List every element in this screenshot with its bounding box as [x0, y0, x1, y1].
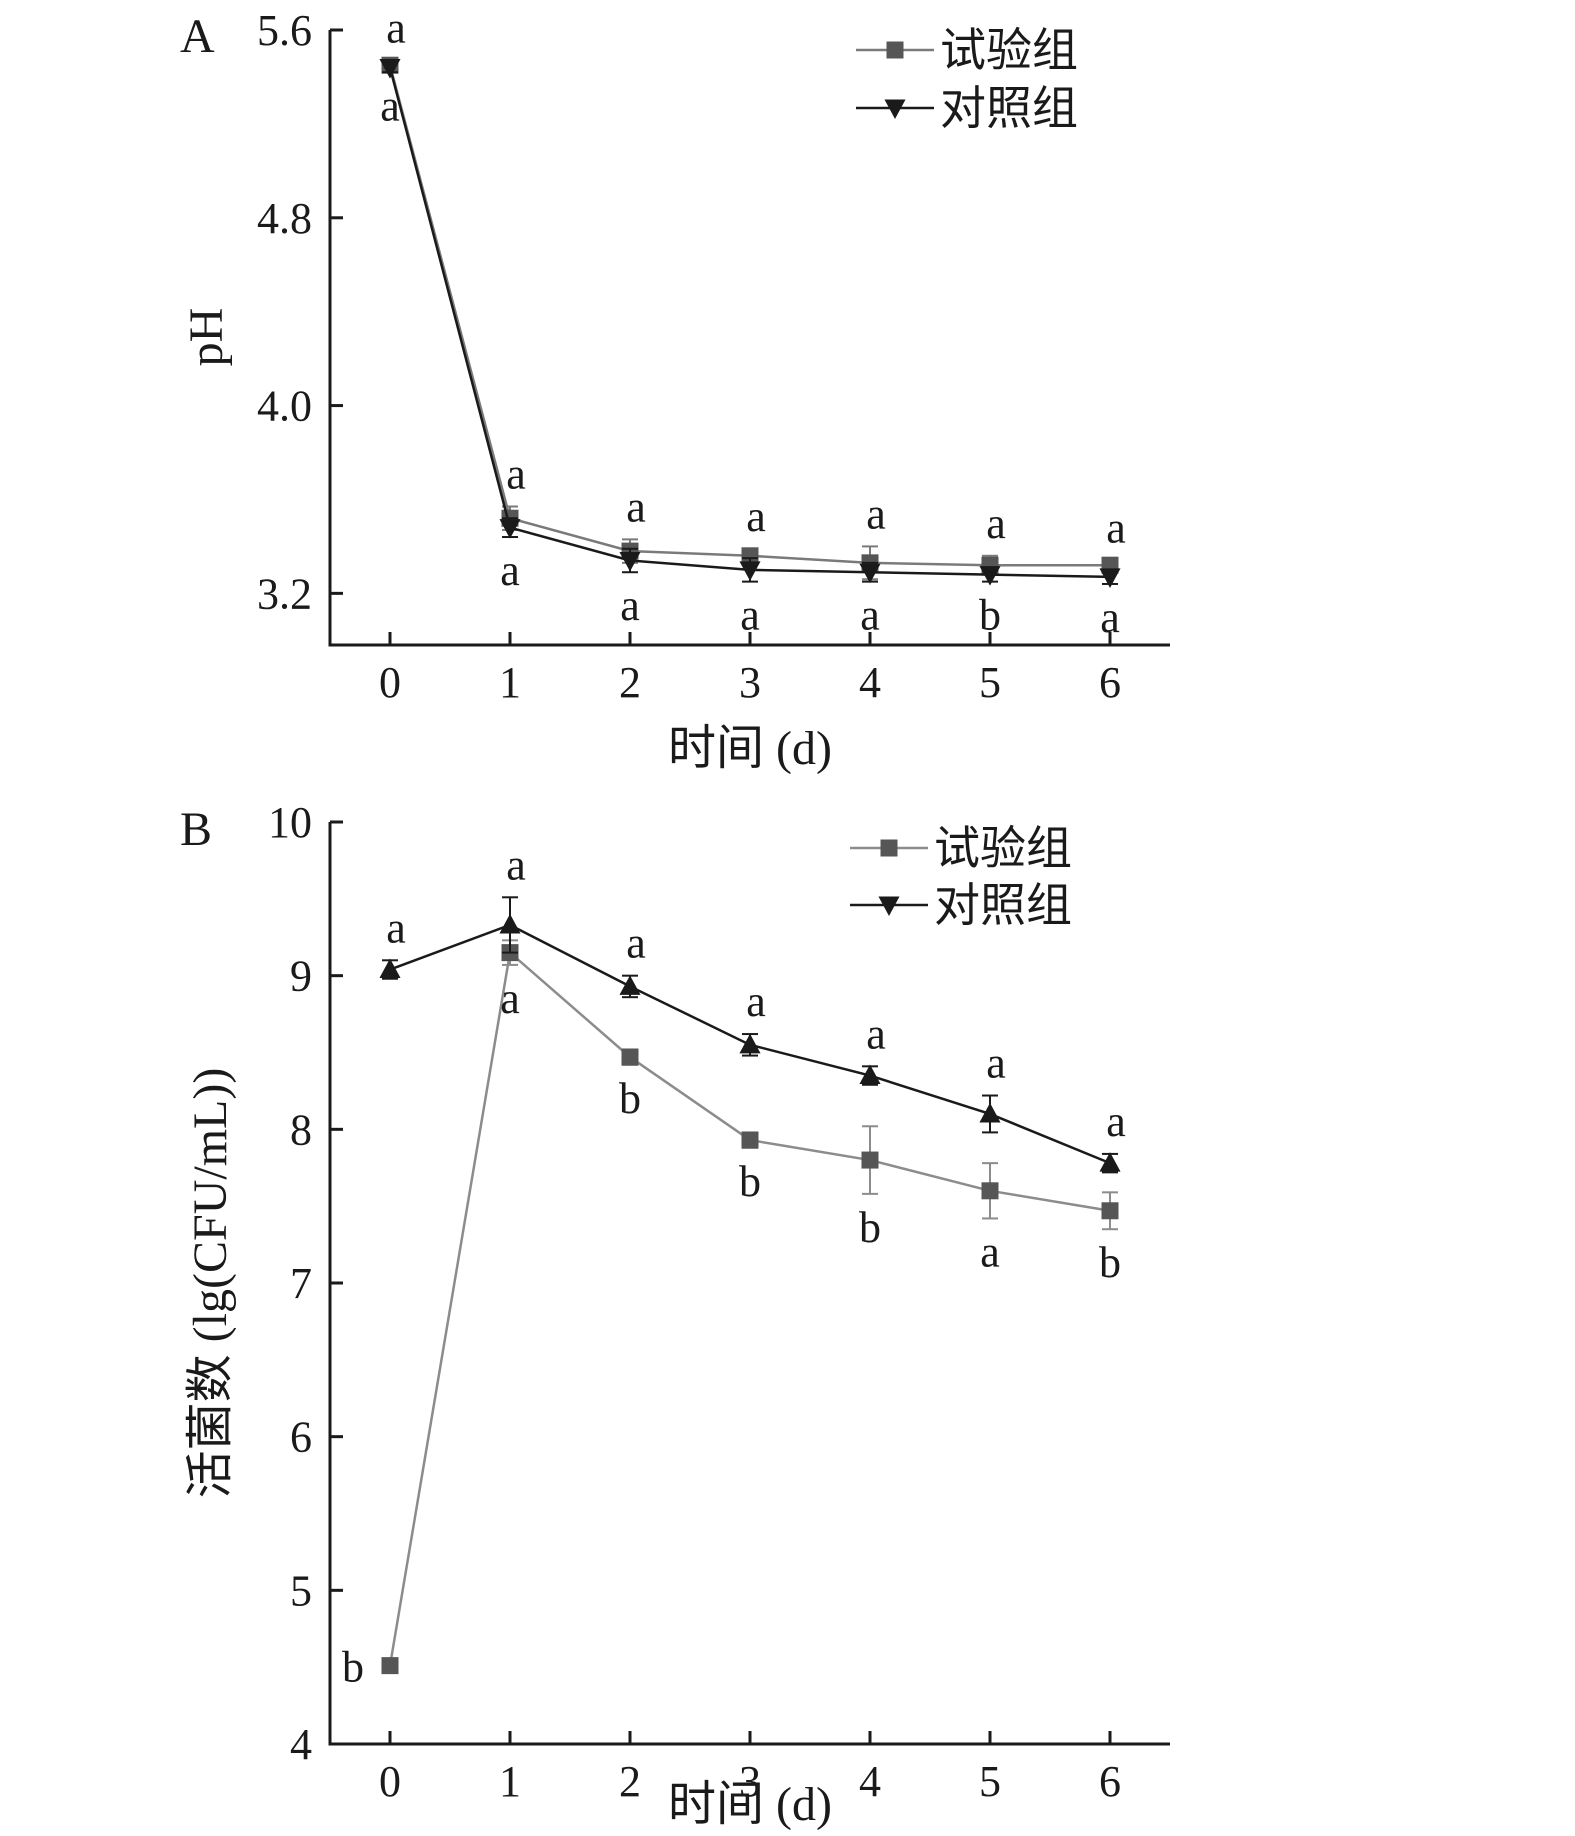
significance-letter: a: [506, 840, 526, 889]
y-tick-label: 9: [290, 952, 312, 1001]
legend-label: 对照组: [934, 880, 1072, 931]
significance-letter: a: [380, 81, 400, 130]
triangle-down-marker: [499, 519, 521, 539]
square-marker: [981, 1182, 999, 1200]
significance-letter: b: [1099, 1238, 1121, 1287]
triangle-up-marker: [499, 913, 521, 934]
legend-marker: [880, 839, 898, 857]
y-axis-title: pH: [180, 308, 233, 367]
legend-marker: [884, 99, 906, 120]
series-line: [388, 64, 1110, 567]
square-marker: [1101, 1202, 1119, 1220]
significance-letter: a: [1106, 503, 1126, 552]
significance-letter: b: [979, 591, 1001, 640]
legend-label: 试验组: [934, 823, 1072, 874]
significance-letter: a: [866, 1009, 886, 1058]
y-tick-label: 4.8: [257, 194, 312, 243]
x-tick-label: 4: [859, 1757, 881, 1806]
x-tick-label: 1: [499, 658, 521, 707]
x-tick-label: 6: [1099, 658, 1121, 707]
y-tick-label: 10: [268, 798, 312, 847]
legend-label: 试验组: [940, 25, 1078, 76]
axis-spines: [328, 30, 1170, 647]
panel-label: B: [180, 803, 212, 856]
square-marker: [381, 1657, 399, 1675]
square-marker: [861, 1151, 879, 1169]
x-tick-label: 3: [739, 658, 761, 707]
significance-letter: a: [746, 977, 766, 1026]
significance-letter: a: [1106, 1097, 1126, 1146]
x-tick-label: 5: [979, 1757, 1001, 1806]
significance-letter: a: [500, 974, 520, 1023]
y-tick-label: 4: [290, 1720, 312, 1769]
square-marker: [741, 547, 759, 565]
significance-letter: b: [342, 1643, 364, 1692]
square-marker: [741, 1131, 759, 1149]
significance-letter: a: [860, 591, 880, 640]
significance-letter: a: [386, 4, 406, 53]
triangle-up-marker: [619, 975, 641, 995]
triangle-down-marker: [739, 561, 761, 581]
triangle-up-marker: [1099, 1152, 1121, 1172]
significance-letter: a: [980, 1227, 1000, 1276]
x-tick-label: 0: [379, 1757, 401, 1806]
x-axis-title: 时间 (d): [668, 722, 832, 775]
significance-letter: a: [746, 492, 766, 541]
triangle-down-marker: [619, 551, 641, 572]
y-tick-label: 5.6: [257, 6, 312, 55]
x-tick-label: 3: [739, 1757, 761, 1806]
triangle-up-marker: [979, 1102, 1001, 1123]
triangle-down-marker: [1099, 568, 1121, 588]
significance-letter: a: [626, 482, 646, 531]
significance-letter: a: [620, 581, 640, 630]
x-tick-label: 0: [379, 658, 401, 707]
triangle-down-marker: [859, 563, 881, 584]
x-tick-label: 2: [619, 1757, 641, 1806]
square-marker: [621, 1048, 639, 1066]
chart-panel-B: 4 5 6 7 8 9 10 0 1 2 3 4 5 6 时间 (d) 活菌数 (lg(CFU/mL)) Bb a…: [180, 798, 1170, 1831]
significance-letter: b: [739, 1157, 761, 1206]
significance-letter: a: [986, 499, 1006, 548]
legend-label: 对照组: [940, 83, 1078, 134]
y-tick-label: 4.0: [257, 382, 312, 431]
x-tick-label: 6: [1099, 1757, 1121, 1806]
significance-letter: a: [386, 903, 406, 952]
y-tick-label: 5: [290, 1566, 312, 1615]
x-tick-label: 1: [499, 1757, 521, 1806]
y-tick-label: 3.2: [257, 569, 312, 618]
significance-letter: a: [626, 919, 646, 968]
significance-letter: b: [859, 1203, 881, 1252]
triangle-down-marker: [379, 59, 401, 79]
legend-marker: [886, 41, 904, 59]
significance-letter: a: [866, 489, 886, 538]
axis-spines: [328, 822, 1170, 1746]
x-tick-label: 5: [979, 658, 1001, 707]
y-tick-label: 8: [290, 1105, 312, 1154]
x-tick-label: 2: [619, 658, 641, 707]
triangle-up-marker: [859, 1064, 881, 1085]
y-tick-label: 7: [290, 1259, 312, 1308]
x-tick-label: 4: [859, 658, 881, 707]
significance-letter: a: [506, 450, 526, 499]
significance-letter: a: [740, 591, 760, 640]
significance-letter: a: [500, 546, 520, 595]
triangle-down-marker: [979, 566, 1001, 586]
x-axis-title: 时间 (d): [668, 1778, 832, 1831]
significance-letter: a: [1100, 593, 1120, 642]
triangle-up-marker: [739, 1033, 761, 1054]
significance-letter: a: [986, 1039, 1006, 1088]
y-tick-label: 6: [290, 1413, 312, 1462]
panel-label: A: [180, 10, 215, 63]
y-axis-title: 活菌数 (lg(CFU/mL)): [184, 1068, 237, 1499]
significance-letter: b: [619, 1074, 641, 1123]
legend-marker: [878, 896, 900, 917]
triangle-up-marker: [379, 958, 401, 979]
